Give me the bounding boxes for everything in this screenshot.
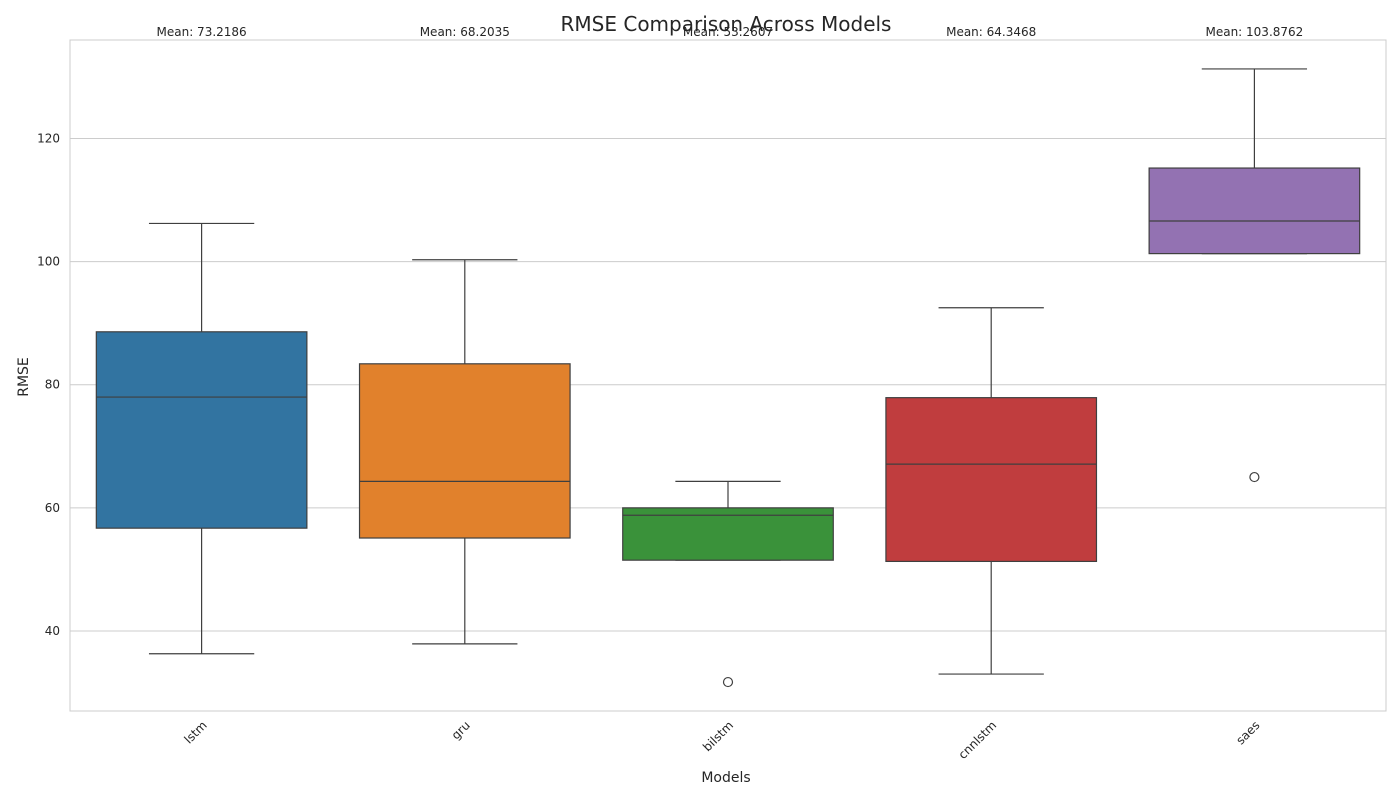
mean-label: Mean: 64.3468 (946, 25, 1036, 39)
chart-title: RMSE Comparison Across Models (561, 12, 892, 36)
iqr-box (95, 331, 308, 529)
y-tick-label: 80 (45, 378, 60, 392)
mean-label: Mean: 73.2186 (157, 25, 247, 39)
y-axis-title: RMSE (16, 357, 32, 397)
y-tick-label: 60 (45, 501, 60, 515)
x-axis-title: Models (701, 770, 750, 786)
box-cnnlstm (885, 307, 1098, 675)
iqr-box (1148, 167, 1361, 255)
y-tick-label: 100 (37, 255, 60, 269)
y-tick-label: 40 (45, 624, 60, 638)
iqr-box (622, 507, 834, 561)
mean-label: Mean: 103.8762 (1205, 25, 1303, 39)
mean-label: Mean: 53.2607 (683, 25, 773, 39)
outlier-point (722, 676, 734, 688)
x-tick-label: gru (449, 718, 473, 742)
outlier-point (1249, 471, 1260, 483)
iqr-box (885, 397, 1098, 563)
x-tick-label: cnnlstm (956, 718, 1000, 762)
box-bilstm (622, 480, 834, 688)
iqr-box (358, 363, 571, 539)
box-gru (358, 259, 571, 645)
x-tick-label: saes (1233, 718, 1262, 747)
plot-frame (69, 39, 1387, 712)
boxes (95, 68, 1361, 688)
box-lstm (95, 222, 308, 655)
x-tick-label: bilstm (700, 718, 736, 754)
mean-label: Mean: 68.2035 (420, 25, 510, 39)
mean-annotations: Mean: 73.2186 Mean: 68.2035 Mean: 53.2607 M… (157, 25, 1304, 39)
x-tick-label: lstm (181, 718, 209, 746)
box-saes (1148, 68, 1361, 483)
y-tick-label: 120 (37, 131, 60, 145)
